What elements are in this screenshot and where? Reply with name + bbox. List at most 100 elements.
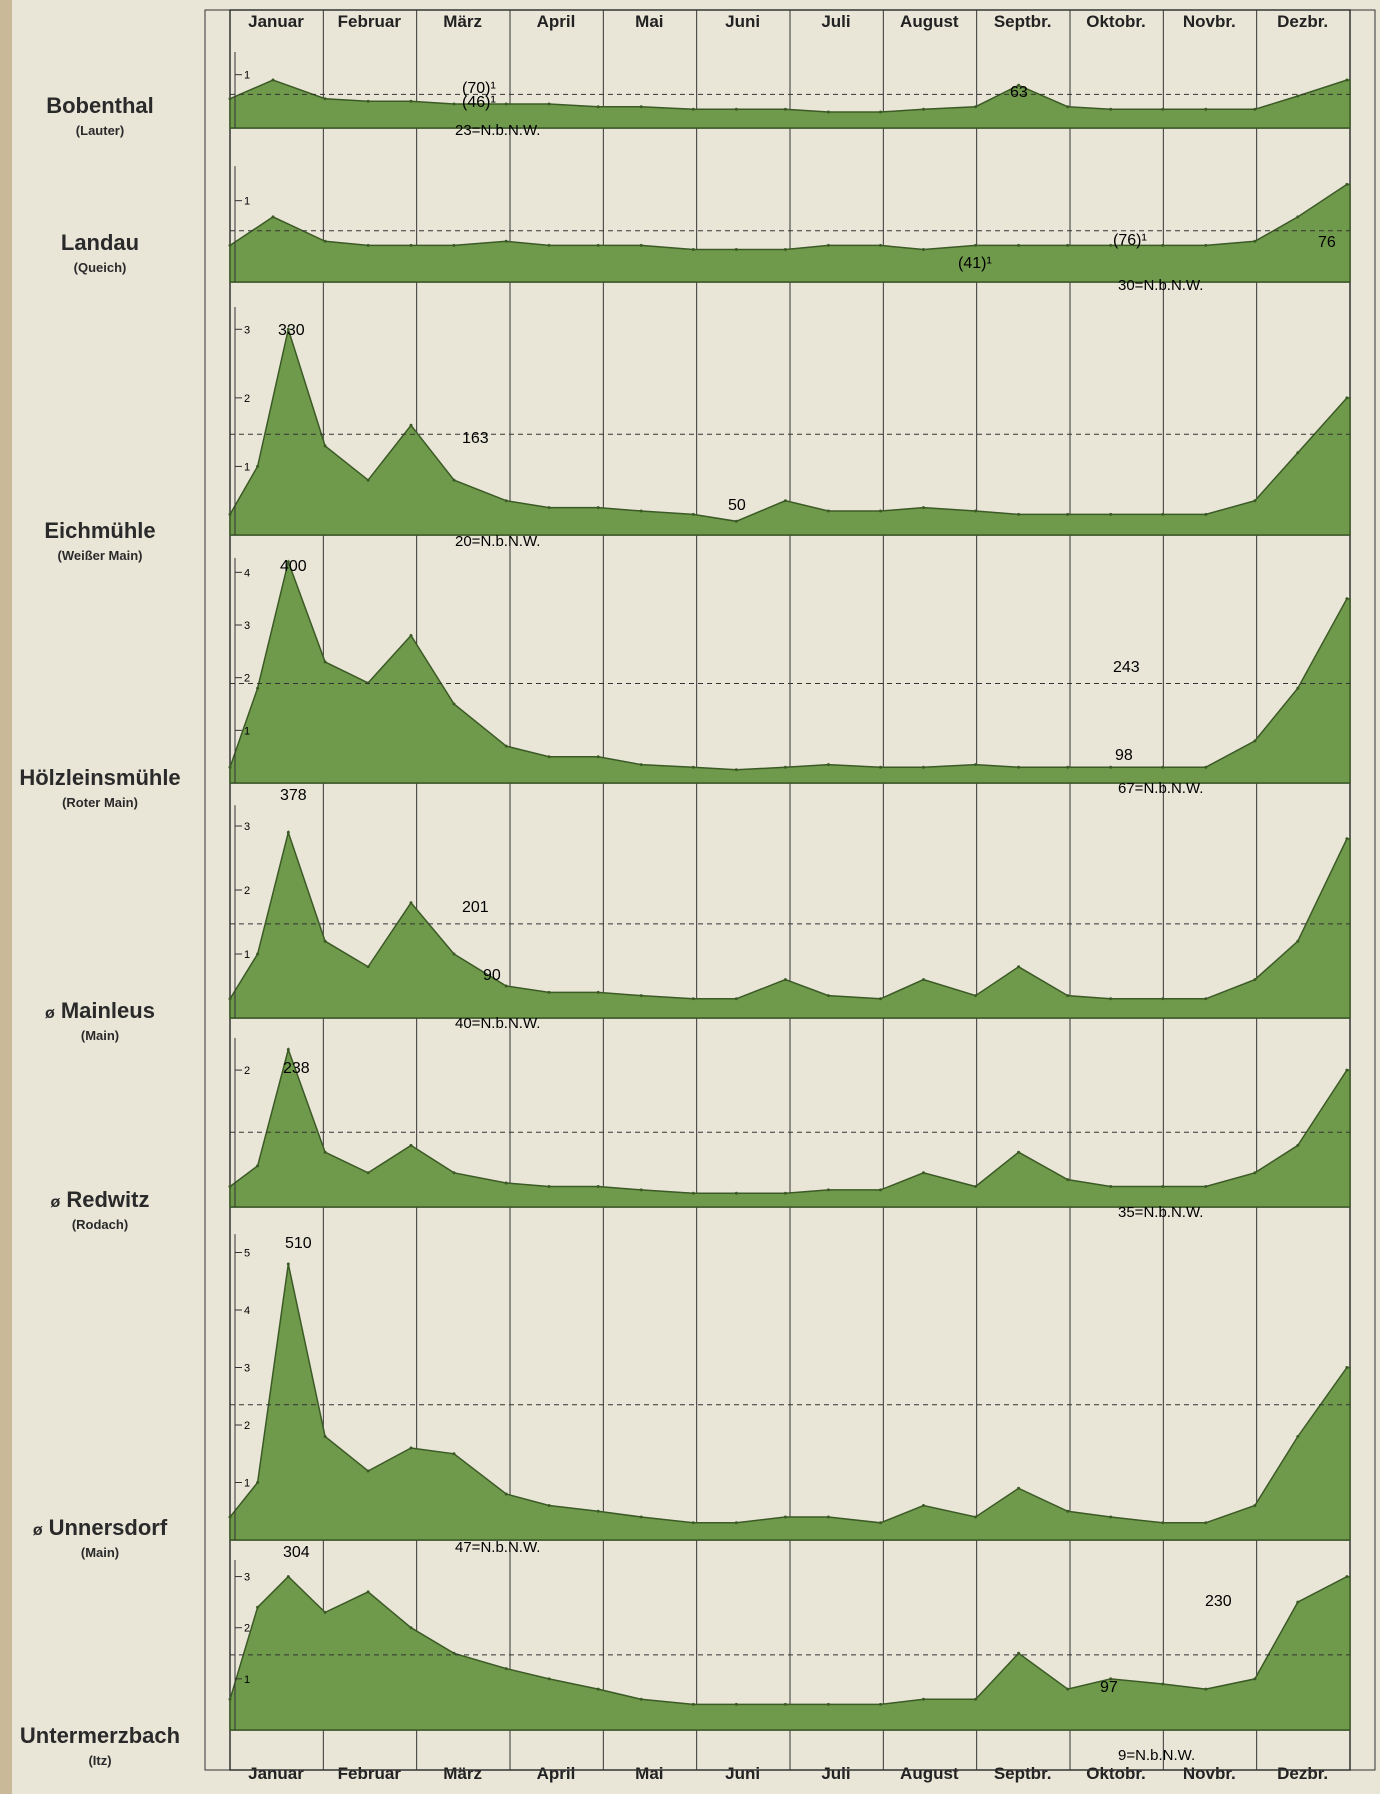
- data-point: [922, 107, 925, 111]
- annotation-label: 20=N.b.N.W.: [455, 533, 540, 550]
- data-point: [1296, 1600, 1300, 1604]
- data-point: [922, 765, 925, 769]
- data-point: [228, 997, 232, 1001]
- annotation-label: 243: [1113, 659, 1140, 676]
- data-point: [504, 984, 508, 988]
- data-point: [323, 1610, 327, 1614]
- data-point: [452, 478, 456, 482]
- data-point: [1161, 1185, 1165, 1188]
- data-point: [547, 243, 551, 247]
- data-point: [547, 1185, 551, 1188]
- data-point: [596, 1185, 600, 1188]
- data-point: [1017, 1486, 1021, 1490]
- month-label-bottom: Novbr.: [1182, 1764, 1236, 1783]
- scale-tick-label: 1: [244, 949, 250, 961]
- data-point: [691, 248, 695, 251]
- station-label-redwitz: ø Redwitz (Rodach): [0, 1187, 200, 1232]
- month-label-bottom: Mai: [635, 1764, 664, 1783]
- data-point: [1296, 94, 1300, 98]
- data-point: [256, 1164, 260, 1168]
- station-label-eichmuehle: Eichmühle (Weißer Main): [0, 518, 200, 563]
- data-point: [691, 997, 695, 1001]
- station-label-untermerzbach: Untermerzbach (Itz): [0, 1723, 200, 1768]
- data-point: [783, 978, 787, 982]
- data-point: [452, 102, 456, 106]
- data-point: [639, 1697, 643, 1701]
- scale-tick-label: 4: [244, 567, 250, 579]
- scale-tick-label: 1: [244, 196, 250, 208]
- station-label-unnersdorf: ø Unnersdorf (Main): [0, 1515, 200, 1560]
- annotation-label: 163: [462, 430, 489, 447]
- data-point: [826, 1515, 830, 1519]
- data-point: [228, 1697, 232, 1701]
- data-point: [974, 243, 978, 247]
- data-point: [639, 105, 643, 109]
- annotation-label: 30=N.b.N.W.: [1118, 277, 1203, 294]
- annotation-label: 201: [462, 899, 489, 916]
- data-point: [504, 1667, 508, 1671]
- data-point: [1161, 765, 1165, 769]
- data-point: [826, 110, 830, 114]
- data-point: [1204, 107, 1208, 111]
- month-label-bottom: Oktobr.: [1086, 1764, 1146, 1783]
- data-point: [783, 1191, 787, 1195]
- gauge-icon: ø: [32, 1522, 43, 1539]
- data-point: [879, 765, 882, 769]
- data-point: [286, 327, 290, 331]
- data-point: [452, 702, 456, 706]
- data-point: [1017, 965, 1021, 969]
- scale-tick-label: 2: [244, 1623, 250, 1635]
- data-point: [922, 506, 925, 510]
- data-point: [1253, 1677, 1257, 1681]
- data-point: [1345, 182, 1349, 186]
- data-point: [1066, 512, 1070, 516]
- annotation-label: 63: [1010, 84, 1028, 101]
- station-name: ø Unnersdorf: [32, 1515, 168, 1540]
- data-point: [547, 990, 551, 994]
- station-label-mainleus: ø Mainleus (Main): [0, 998, 200, 1043]
- data-point: [691, 107, 695, 111]
- data-point: [271, 78, 275, 82]
- scale-tick-label: 2: [244, 673, 250, 685]
- data-point: [734, 248, 738, 251]
- annotation-label: 238: [283, 1060, 310, 1077]
- data-point: [922, 1171, 925, 1175]
- data-point: [286, 1575, 290, 1579]
- data-point: [1296, 1435, 1300, 1438]
- station-river: (Lauter): [75, 123, 125, 138]
- scale-tick-label: 1: [244, 1478, 250, 1490]
- data-point: [1109, 512, 1113, 516]
- data-point: [1017, 1150, 1021, 1154]
- month-label-top: Septbr.: [993, 12, 1052, 31]
- annotation-label: (76)¹: [1113, 232, 1147, 249]
- data-point: [1253, 1504, 1257, 1507]
- station-name: ø Mainleus: [45, 998, 155, 1023]
- data-point: [879, 1702, 882, 1706]
- month-label-bottom: Februar: [337, 1764, 401, 1783]
- month-label-top: Februar: [337, 12, 401, 31]
- data-point: [639, 1515, 643, 1519]
- scale-tick-label: 2: [244, 393, 250, 405]
- data-point: [922, 1697, 925, 1701]
- data-point: [366, 243, 370, 247]
- data-point: [1066, 1687, 1070, 1691]
- data-point: [826, 994, 830, 998]
- discharge-area: [229, 1046, 1351, 1208]
- data-point: [1345, 1366, 1349, 1369]
- data-point: [879, 1521, 882, 1525]
- data-point: [323, 939, 327, 943]
- month-label-bottom: Januar: [248, 1764, 304, 1783]
- data-point: [1296, 1143, 1300, 1147]
- annotation-label: 330: [278, 322, 305, 339]
- data-point: [974, 1185, 978, 1188]
- data-point: [783, 107, 787, 111]
- data-point: [286, 830, 290, 834]
- station-name: Hölzleinsmühle: [19, 765, 181, 790]
- month-label-top: Januar: [248, 12, 304, 31]
- data-point: [228, 512, 232, 516]
- data-point: [922, 1504, 925, 1507]
- data-point: [1161, 1682, 1165, 1686]
- data-point: [1161, 512, 1165, 516]
- annotation-label: 98: [1115, 747, 1133, 764]
- station-river: (Weißer Main): [57, 548, 143, 563]
